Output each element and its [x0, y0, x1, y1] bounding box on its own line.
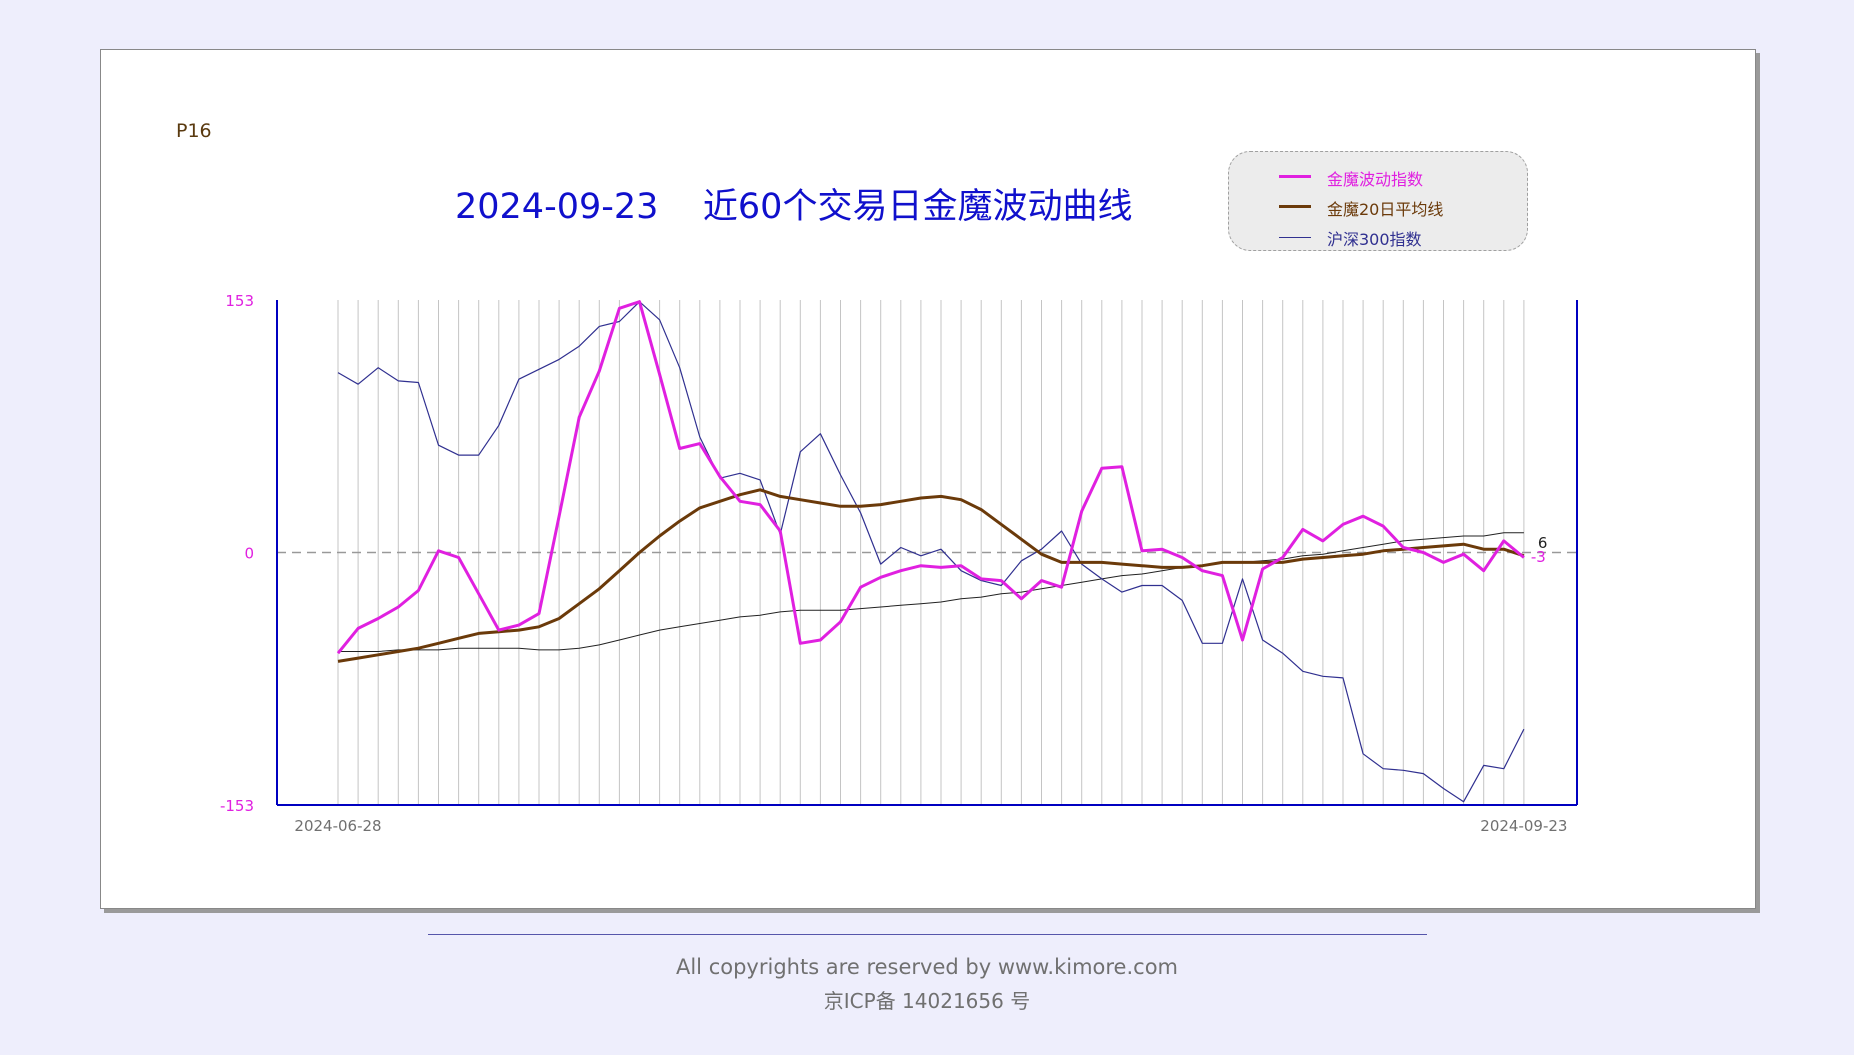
y-tick-label: 0 [244, 545, 254, 563]
footer-divider [428, 934, 1427, 935]
chart-legend: 金魔波动指数 金魔20日平均线 沪深300指数 [1228, 151, 1528, 251]
legend-label-ma20: 金魔20日平均线 [1327, 200, 1444, 219]
end-label-ma20: 6 [1538, 534, 1548, 552]
series-line-wave-index [336, 300, 1525, 655]
legend-swatch-hs300 [1279, 237, 1311, 238]
legend-item-ma20: 金魔20日平均线 [1229, 195, 1527, 219]
icp-license-text: 京ICP备 14021656 号 [823, 989, 1031, 1013]
series-line-baseline [338, 532, 1524, 652]
legend-item-hs300: 沪深300指数 [1229, 225, 1527, 249]
end-label-wave-index: -3 [1531, 548, 1546, 566]
y-tick-label: -153 [220, 797, 254, 815]
x-tick-label: 2024-09-23 [1480, 817, 1567, 835]
x-tick-label: 2024-06-28 [294, 817, 381, 835]
legend-swatch-wave-index [1279, 175, 1311, 178]
series-line-hs300 [337, 301, 1525, 803]
chart-title: 2024-09-23 近60个交易日金魔波动曲线 [455, 187, 1133, 227]
legend-item-wave-index: 金魔波动指数 [1229, 165, 1527, 189]
copyright-text: All copyrights are reserved by www.kimor… [675, 955, 1179, 979]
page-label: P16 [176, 120, 212, 142]
y-tick-label: 153 [225, 292, 254, 310]
legend-label-hs300: 沪深300指数 [1327, 230, 1422, 249]
series-line-ma20 [337, 488, 1525, 663]
legend-swatch-ma20 [1279, 205, 1311, 208]
legend-label-wave-index: 金魔波动指数 [1327, 170, 1424, 189]
